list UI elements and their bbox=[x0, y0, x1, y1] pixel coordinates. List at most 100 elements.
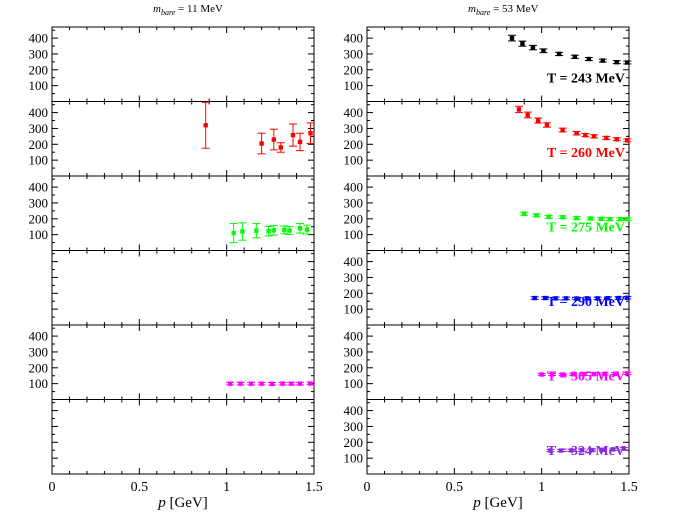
data-point bbox=[605, 296, 611, 301]
data-point bbox=[560, 127, 565, 133]
data-point bbox=[548, 448, 553, 453]
y-tick-label: 200 bbox=[344, 62, 364, 77]
x-axis-label: p [GeV] bbox=[472, 495, 523, 511]
data-point bbox=[625, 295, 630, 300]
y-tick-label: 100 bbox=[344, 302, 364, 317]
data-point bbox=[625, 216, 630, 222]
data-point bbox=[278, 145, 284, 150]
data-point bbox=[535, 118, 541, 123]
y-tick-label: 100 bbox=[29, 78, 49, 93]
data-point bbox=[591, 134, 597, 139]
data-point bbox=[621, 446, 626, 451]
data-point bbox=[254, 228, 259, 233]
y-tick-label: 400 bbox=[344, 403, 364, 418]
data-point bbox=[541, 48, 546, 53]
y-tick-label: 100 bbox=[344, 227, 364, 242]
x-tick-label: 0 bbox=[49, 480, 56, 495]
temperature-label: T = 324 MeV bbox=[547, 444, 625, 459]
data-point bbox=[259, 141, 264, 146]
data-point bbox=[588, 216, 593, 221]
data-point bbox=[625, 138, 630, 143]
data-point bbox=[308, 381, 313, 386]
y-tick-label: 400 bbox=[29, 31, 49, 46]
data-point bbox=[584, 296, 590, 301]
data-point bbox=[539, 372, 544, 377]
data-point bbox=[525, 112, 530, 118]
data-point bbox=[590, 447, 595, 453]
temperature-label: T = 243 MeV bbox=[547, 72, 625, 87]
y-tick-label: 100 bbox=[344, 78, 364, 93]
data-point bbox=[271, 228, 277, 233]
data-point bbox=[238, 381, 243, 386]
y-tick-label: 200 bbox=[344, 211, 364, 226]
data-point bbox=[289, 381, 294, 386]
data-point bbox=[516, 107, 522, 112]
y-tick-label: 300 bbox=[344, 419, 364, 434]
y-tick-label: 200 bbox=[344, 360, 364, 375]
panel-frame bbox=[51, 250, 315, 326]
y-tick-label: 100 bbox=[29, 227, 49, 242]
data-point bbox=[530, 45, 536, 50]
data-point bbox=[297, 139, 303, 145]
data-point bbox=[248, 381, 254, 386]
y-tick-label: 300 bbox=[29, 121, 49, 136]
x-tick-label: 1 bbox=[223, 480, 230, 495]
x-tick-label: 1.5 bbox=[305, 480, 323, 495]
data-point bbox=[297, 381, 303, 386]
y-tick-label: 200 bbox=[29, 211, 49, 226]
data-point bbox=[600, 447, 605, 452]
panel-frame bbox=[51, 324, 315, 400]
data-point bbox=[614, 137, 619, 142]
data-point bbox=[509, 35, 515, 41]
data-point bbox=[556, 51, 562, 57]
data-point bbox=[611, 447, 616, 452]
panel-frame bbox=[366, 101, 630, 177]
data-point bbox=[586, 56, 592, 62]
x-tick-label: 1.5 bbox=[620, 480, 638, 495]
data-point bbox=[607, 216, 612, 222]
data-point bbox=[600, 58, 605, 63]
panel-frame bbox=[366, 324, 630, 400]
data-point bbox=[616, 295, 621, 301]
data-point bbox=[583, 132, 588, 138]
data-point bbox=[604, 135, 609, 141]
panel-frame bbox=[366, 26, 630, 102]
y-tick-label: 200 bbox=[344, 137, 364, 152]
y-tick-label: 200 bbox=[29, 360, 49, 375]
temperature-label: T = 260 MeV bbox=[547, 146, 625, 161]
data-point bbox=[534, 213, 539, 218]
data-point bbox=[553, 296, 558, 301]
data-point bbox=[570, 372, 576, 377]
data-point bbox=[614, 59, 619, 65]
y-tick-label: 300 bbox=[29, 46, 49, 61]
data-point bbox=[231, 230, 236, 236]
y-tick-label: 100 bbox=[29, 153, 49, 168]
data-point bbox=[579, 448, 585, 453]
x-tick-label: 1 bbox=[538, 480, 545, 495]
x-axis-label: p [GeV] bbox=[157, 495, 208, 511]
temperature-label: T = 275 MeV bbox=[547, 221, 625, 236]
data-point bbox=[598, 216, 604, 221]
column-title: mbare = 53 MeV bbox=[468, 3, 538, 17]
data-point bbox=[581, 371, 586, 377]
data-point bbox=[563, 296, 569, 301]
data-point bbox=[280, 381, 285, 386]
data-point bbox=[297, 226, 303, 231]
data-point bbox=[269, 381, 275, 387]
data-point bbox=[602, 371, 607, 377]
data-point bbox=[572, 54, 578, 59]
panel-frame bbox=[51, 399, 315, 475]
data-point bbox=[612, 371, 618, 377]
data-point bbox=[203, 123, 208, 128]
data-point bbox=[625, 371, 630, 376]
y-tick-label: 300 bbox=[344, 46, 364, 61]
y-tick-label: 400 bbox=[29, 180, 49, 195]
y-tick-label: 200 bbox=[344, 286, 364, 301]
data-point bbox=[520, 41, 525, 46]
panel-frame bbox=[51, 175, 315, 251]
y-tick-label: 300 bbox=[344, 270, 364, 285]
data-point bbox=[522, 211, 527, 216]
data-point bbox=[595, 296, 600, 301]
y-tick-label: 400 bbox=[344, 180, 364, 195]
